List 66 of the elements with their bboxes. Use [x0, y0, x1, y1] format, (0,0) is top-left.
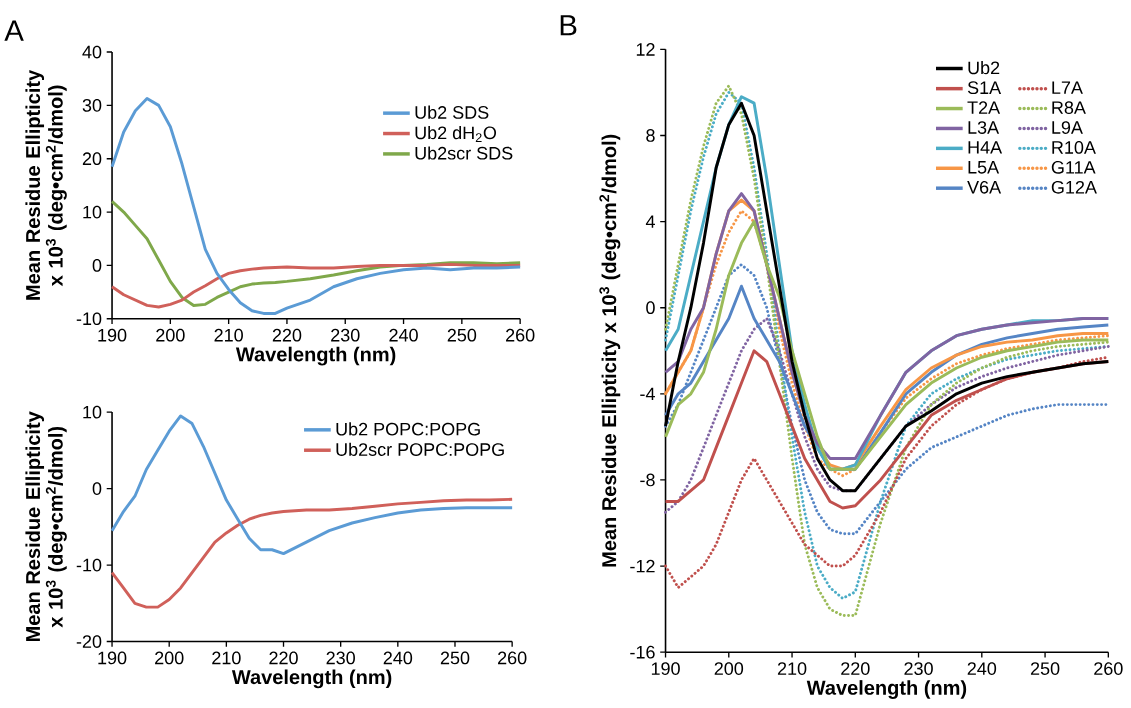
x-tick-label: 230: [326, 651, 355, 665]
y-tick-label: 0: [92, 482, 102, 495]
y-tick-label: -10: [76, 558, 102, 572]
legend-label: L3A: [968, 121, 1000, 134]
x-tick-label: 260: [1094, 662, 1123, 675]
x-tick-label: 260: [506, 328, 535, 342]
y-tick-label: -16: [630, 645, 655, 659]
x-tick-label: 190: [98, 651, 127, 665]
x-tick-label: 230: [904, 662, 933, 675]
y-tick-label: 0: [92, 258, 102, 272]
x-tick-label: 210: [777, 662, 807, 675]
x-tick-label: 190: [651, 662, 680, 675]
x-axis-title: Wavelength (nm): [231, 669, 392, 689]
x-tick-label: 210: [212, 651, 241, 665]
legend-label: Ub2: [968, 60, 1000, 75]
y-tick-label: -12: [630, 559, 655, 573]
y-axis-title: Mean Residue Ellipticity x 10$^{3}$ (deg•cm$^{2}$/dmol): [599, 134, 621, 567]
legend-label: V6A: [967, 180, 1002, 194]
legend-label: Ub2scr SDS: [415, 146, 513, 160]
x-tick-label: 240: [967, 662, 997, 675]
legend-label: H4A: [968, 141, 1003, 154]
legend-label: L5A: [968, 160, 1000, 174]
legend-label: G11A: [1051, 160, 1096, 174]
x-tick-label: 220: [269, 651, 298, 665]
x-tick-label: 250: [440, 651, 470, 665]
y-tick-label: 10: [83, 405, 102, 419]
legend-label: T2A: [967, 101, 1001, 114]
y-tick-label: 4: [645, 215, 655, 228]
legend-label: Ub2 dH$_{2}$O: [415, 125, 497, 142]
x-tick-label: 190: [98, 328, 127, 342]
x-tick-label: 240: [383, 651, 413, 665]
y-tick-label: 10: [83, 205, 102, 219]
x-tick-label: 220: [841, 662, 870, 675]
legend-label: R8A: [1052, 101, 1086, 114]
x-tick-label: 220: [272, 328, 302, 342]
x-tick-label: 210: [214, 328, 243, 342]
legend-label: Ub2scr POPC:POPG: [336, 442, 504, 456]
x-tick-label: 200: [155, 651, 184, 665]
y-tick-label: -8: [640, 473, 655, 487]
y-tick-label: 20: [82, 152, 102, 165]
x-tick-label: 250: [447, 328, 477, 342]
legend-label: Ub2 POPC:POPG: [336, 422, 480, 436]
x-tick-label: 230: [331, 328, 360, 342]
x-axis-title: Wavelength (nm): [806, 680, 967, 699]
text: B: [560, 15, 577, 36]
y-tick-label: 12: [636, 42, 655, 56]
y-tick-label: 30: [82, 98, 102, 112]
legend-label: G12A: [1051, 180, 1097, 194]
legend-label: R10A: [1052, 140, 1096, 154]
text: A: [4, 20, 24, 41]
x-tick-label: 200: [156, 328, 185, 342]
y-tick-label: -20: [76, 635, 102, 648]
y-tick-label: -10: [76, 312, 102, 326]
legend-label: S1A: [967, 81, 1002, 94]
legend-label: L7A: [1052, 81, 1083, 94]
x-tick-label: 200: [714, 662, 744, 675]
x-tick-label: 240: [389, 328, 418, 342]
x-tick-label: 250: [1030, 662, 1060, 675]
y-tick-label: -4: [640, 387, 655, 400]
y-tick-label: 40: [82, 45, 102, 59]
x-tick-label: 260: [498, 651, 527, 665]
x-axis-title: Wavelength (nm): [235, 346, 396, 366]
legend-label: L9A: [1052, 121, 1083, 134]
y-tick-label: 8: [646, 129, 655, 142]
legend-label: Ub2 SDS: [415, 105, 489, 119]
y-tick-label: 0: [646, 301, 655, 314]
